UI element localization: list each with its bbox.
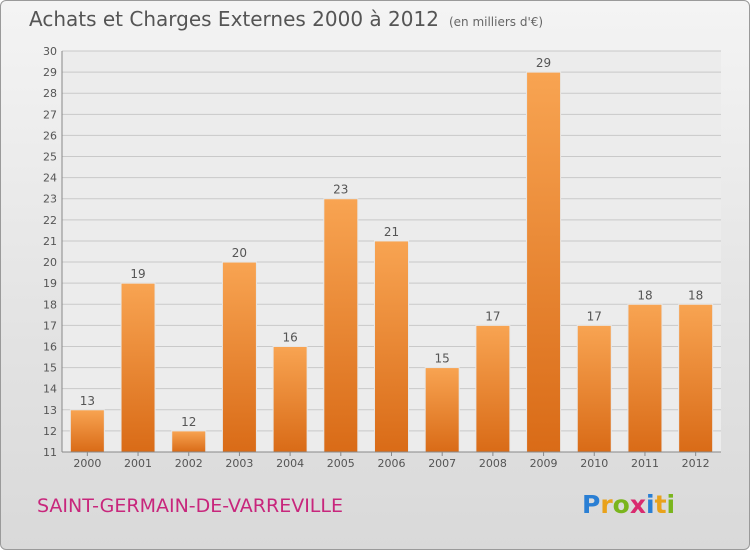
y-tick-label: 15	[43, 362, 57, 375]
y-tick-label: 29	[43, 66, 57, 79]
title-text: Achats et Charges Externes 2000 à 2012	[29, 7, 439, 31]
x-tick-label: 2000	[73, 457, 101, 470]
x-tick-label: 2011	[631, 457, 659, 470]
city-name: SAINT-GERMAIN-DE-VARREVILLE	[37, 495, 343, 517]
logo-letter: t	[654, 490, 667, 519]
bar	[221, 261, 257, 453]
bar-value-label: 17	[587, 309, 602, 323]
proxiti-logo: Proxiti	[582, 490, 675, 519]
logo-letter: i	[646, 490, 655, 519]
y-tick-label: 27	[43, 108, 57, 121]
chart-title: Achats et Charges Externes 2000 à 2012 (e…	[29, 7, 543, 31]
bar	[120, 282, 156, 453]
bar	[475, 324, 511, 453]
y-tick-label: 16	[43, 340, 57, 353]
bar-value-label: 19	[130, 267, 145, 281]
logo-letter: x	[629, 490, 646, 519]
bar	[424, 367, 460, 453]
y-tick-label: 19	[43, 277, 57, 290]
bar	[323, 198, 359, 453]
y-tick-label: 17	[43, 319, 57, 332]
bar-value-label: 18	[637, 288, 652, 302]
x-tick-label: 2006	[378, 457, 406, 470]
y-tick-label: 23	[43, 193, 57, 206]
y-tick-label: 20	[43, 256, 57, 269]
bar	[69, 409, 105, 453]
x-tick-label: 2002	[175, 457, 203, 470]
bar-value-label: 21	[384, 225, 399, 239]
title-unit: (en milliers d'€)	[448, 15, 544, 29]
x-tick-label: 2010	[580, 457, 608, 470]
logo-letter: P	[582, 490, 601, 519]
logo-letter: o	[612, 490, 630, 519]
x-tick-label: 2008	[479, 457, 507, 470]
bar-value-label: 13	[80, 394, 95, 408]
y-tick-label: 18	[43, 298, 57, 311]
x-tick-label: 2004	[276, 457, 304, 470]
bar	[678, 303, 714, 453]
x-tick-label: 2012	[682, 457, 710, 470]
x-axis: 2000 2001 2002 2003 2004 2005 2006 2007 2008 2009…	[62, 451, 721, 470]
bar-value-label: 20	[232, 246, 247, 260]
bar	[576, 324, 612, 453]
bar	[272, 345, 308, 453]
y-tick-label: 22	[43, 214, 57, 227]
bar	[627, 303, 663, 453]
bar-value-label: 29	[536, 56, 551, 70]
x-tick-label: 2005	[327, 457, 355, 470]
bar	[526, 71, 562, 453]
bar-value-label: 12	[181, 415, 196, 429]
x-tick-label: 2007	[428, 457, 456, 470]
bars: 13 19 12 20 16 23 21 15 17 29 17 18 18	[69, 56, 714, 453]
y-tick-label: 30	[43, 45, 57, 58]
bar-value-label: 16	[282, 330, 297, 344]
y-tick-label: 21	[43, 235, 57, 248]
y-tick-label: 14	[43, 383, 57, 396]
bar-value-label: 18	[688, 288, 703, 302]
x-tick-label: 2001	[124, 457, 152, 470]
bar-value-label: 15	[435, 352, 450, 366]
x-tick-label: 2009	[530, 457, 558, 470]
logo-letter: r	[600, 490, 613, 519]
bar	[374, 240, 409, 453]
y-tick-label: 25	[43, 151, 57, 164]
x-tick-label: 2003	[225, 457, 253, 470]
y-tick-label: 11	[43, 446, 57, 459]
bar-value-label: 17	[485, 309, 500, 323]
bar	[171, 430, 207, 453]
y-axis: 11 12 13 14 15 16 17 18 19 20 21 22 23 24 25 26 27 28 29 30	[43, 45, 63, 459]
y-tick-label: 12	[43, 425, 57, 438]
bar-value-label: 23	[333, 183, 348, 197]
y-tick-label: 28	[43, 87, 57, 100]
logo-letter: i	[666, 490, 676, 519]
y-tick-label: 24	[43, 172, 57, 185]
y-tick-label: 26	[43, 129, 57, 142]
y-tick-label: 13	[43, 404, 57, 417]
